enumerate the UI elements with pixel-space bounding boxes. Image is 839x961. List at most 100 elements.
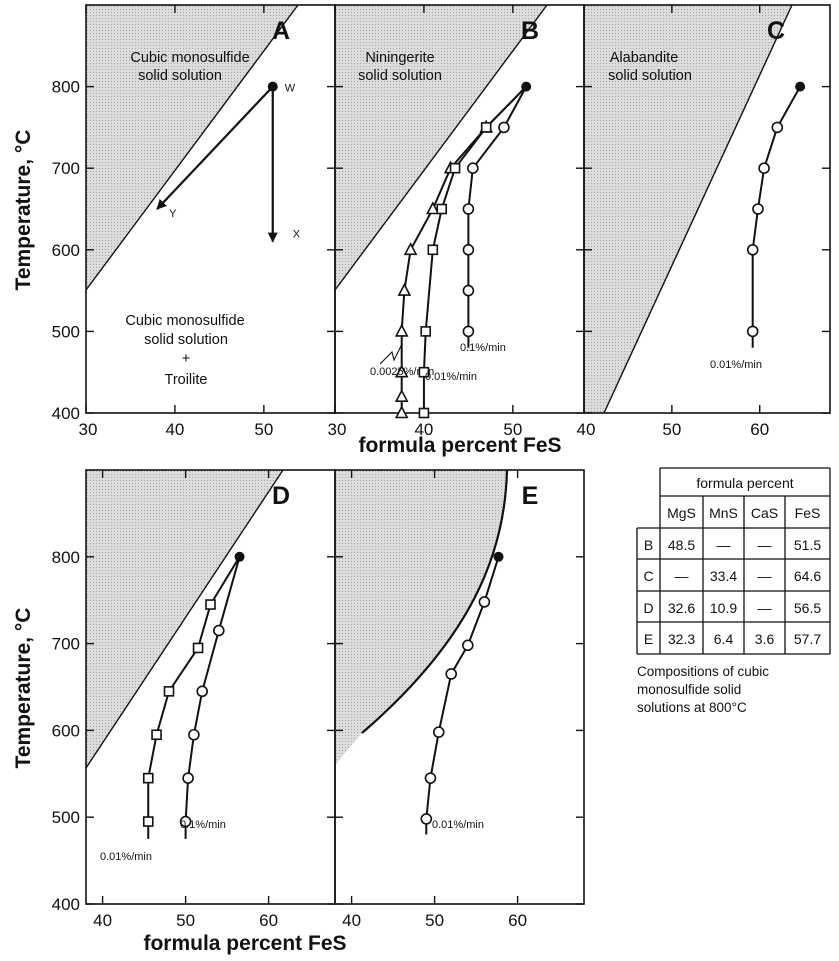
data-point	[179, 815, 192, 828]
plot-frame	[334, 469, 585, 905]
y-tick-label: 800	[52, 78, 80, 97]
data-point	[425, 201, 440, 215]
series-line	[147, 556, 241, 839]
x-tick-label: 50	[254, 420, 273, 439]
table-cell: 33.4	[710, 568, 737, 584]
panel-label: E	[522, 482, 539, 510]
data-point	[449, 162, 461, 174]
x-tick-label: 50	[425, 911, 444, 930]
data-point	[462, 284, 475, 297]
panel-label: C	[767, 17, 785, 45]
y-axis-title-bottom: Temperature, °C	[12, 608, 35, 769]
data-point	[403, 242, 418, 256]
region-label: +	[182, 351, 190, 367]
table-cell: —	[758, 600, 772, 616]
x-tick-label: 50	[662, 420, 681, 439]
table-caption: Compositions of cubic	[637, 664, 769, 679]
data-point	[420, 326, 432, 337]
y-tick-label: 600	[52, 721, 80, 740]
region-label: solid solution	[144, 332, 228, 348]
data-point	[192, 642, 204, 654]
x-tick-label: 30	[79, 420, 98, 439]
region-label: Alabandite	[610, 50, 679, 66]
table-header: CaS	[751, 505, 778, 521]
region-label: Cubic monosulfide	[130, 50, 249, 66]
data-point	[432, 726, 445, 738]
data-point	[746, 325, 759, 338]
data-point	[142, 816, 154, 827]
shaded-region	[335, 470, 507, 765]
panel-e-region	[335, 469, 509, 765]
cooling-path-arrow	[156, 85, 274, 210]
data-point	[397, 282, 412, 296]
data-point	[498, 121, 510, 134]
data-point	[182, 772, 194, 784]
point-label-w: W	[285, 83, 296, 95]
x-tick-label: 40	[342, 911, 361, 930]
data-point	[467, 162, 479, 174]
data-point	[752, 203, 764, 215]
y-tick-label: 700	[52, 159, 80, 178]
table-cell: 64.6	[794, 568, 821, 584]
panel-a-paths: W X Y	[156, 81, 301, 243]
table-cell: —	[758, 568, 772, 584]
table-cell: 56.5	[794, 600, 821, 616]
x-axis-title-bottom: formula percent FeS	[143, 932, 346, 955]
phase-boundary	[603, 4, 793, 414]
table-header: MnS	[709, 505, 738, 521]
phase-boundary	[85, 469, 284, 769]
label-leader	[379, 343, 403, 365]
panel-b-region	[334, 4, 548, 291]
x-tick-label: 40	[414, 420, 433, 439]
table-caption: monosulfide solid	[637, 682, 741, 697]
data-point	[394, 388, 409, 402]
y-tick-label: 500	[52, 808, 80, 827]
data-point	[188, 728, 200, 741]
panel-d-region	[85, 469, 284, 769]
rate-label: 0.1%/min	[460, 342, 506, 354]
panel-e-series: 0.01%/min	[420, 551, 504, 835]
rate-label: 0.01%/min	[432, 819, 484, 831]
x-tick-label: 60	[750, 420, 769, 439]
data-point	[151, 729, 162, 741]
table-cell: —	[675, 568, 689, 584]
data-point	[418, 366, 430, 378]
panel-c-region	[584, 4, 793, 414]
data-point	[445, 668, 458, 680]
y-axis-title-top: Temperature, °C	[12, 130, 35, 291]
table-row-label: B	[644, 537, 653, 553]
data-point	[462, 325, 475, 338]
table-caption: solutions at 800°C	[637, 700, 747, 715]
data-point	[771, 121, 784, 134]
y-tick-label: 400	[52, 404, 80, 423]
table-cell: 57.7	[794, 631, 821, 647]
phase-boundary	[334, 4, 548, 291]
data-point	[196, 685, 208, 698]
point-label-x: X	[293, 229, 301, 241]
y-tick-label: 800	[52, 548, 80, 567]
table-header: MgS	[667, 505, 696, 521]
y-tick-label: 500	[52, 322, 80, 341]
data-point	[394, 364, 409, 378]
start-point	[521, 81, 532, 92]
table-row-label: E	[644, 631, 653, 647]
data-point	[480, 122, 492, 133]
table-cell: 6.4	[714, 631, 734, 647]
data-point	[478, 596, 491, 608]
x-tick-label: 30	[328, 420, 347, 439]
shaded-region	[584, 5, 792, 413]
panel-c: 40 50 60 C	[577, 4, 831, 439]
data-point	[420, 813, 433, 825]
table-row-label: C	[643, 568, 653, 584]
panel-label: A	[272, 17, 290, 45]
region-label: Troilite	[165, 372, 208, 388]
table-cell: 3.6	[755, 631, 775, 647]
x-tick-label: 60	[508, 911, 527, 930]
series-line	[467, 86, 528, 348]
table-cell: 32.6	[668, 600, 695, 616]
region-label: Cubic monosulfide	[125, 313, 244, 329]
data-point	[462, 244, 475, 256]
series-line	[422, 85, 527, 413]
